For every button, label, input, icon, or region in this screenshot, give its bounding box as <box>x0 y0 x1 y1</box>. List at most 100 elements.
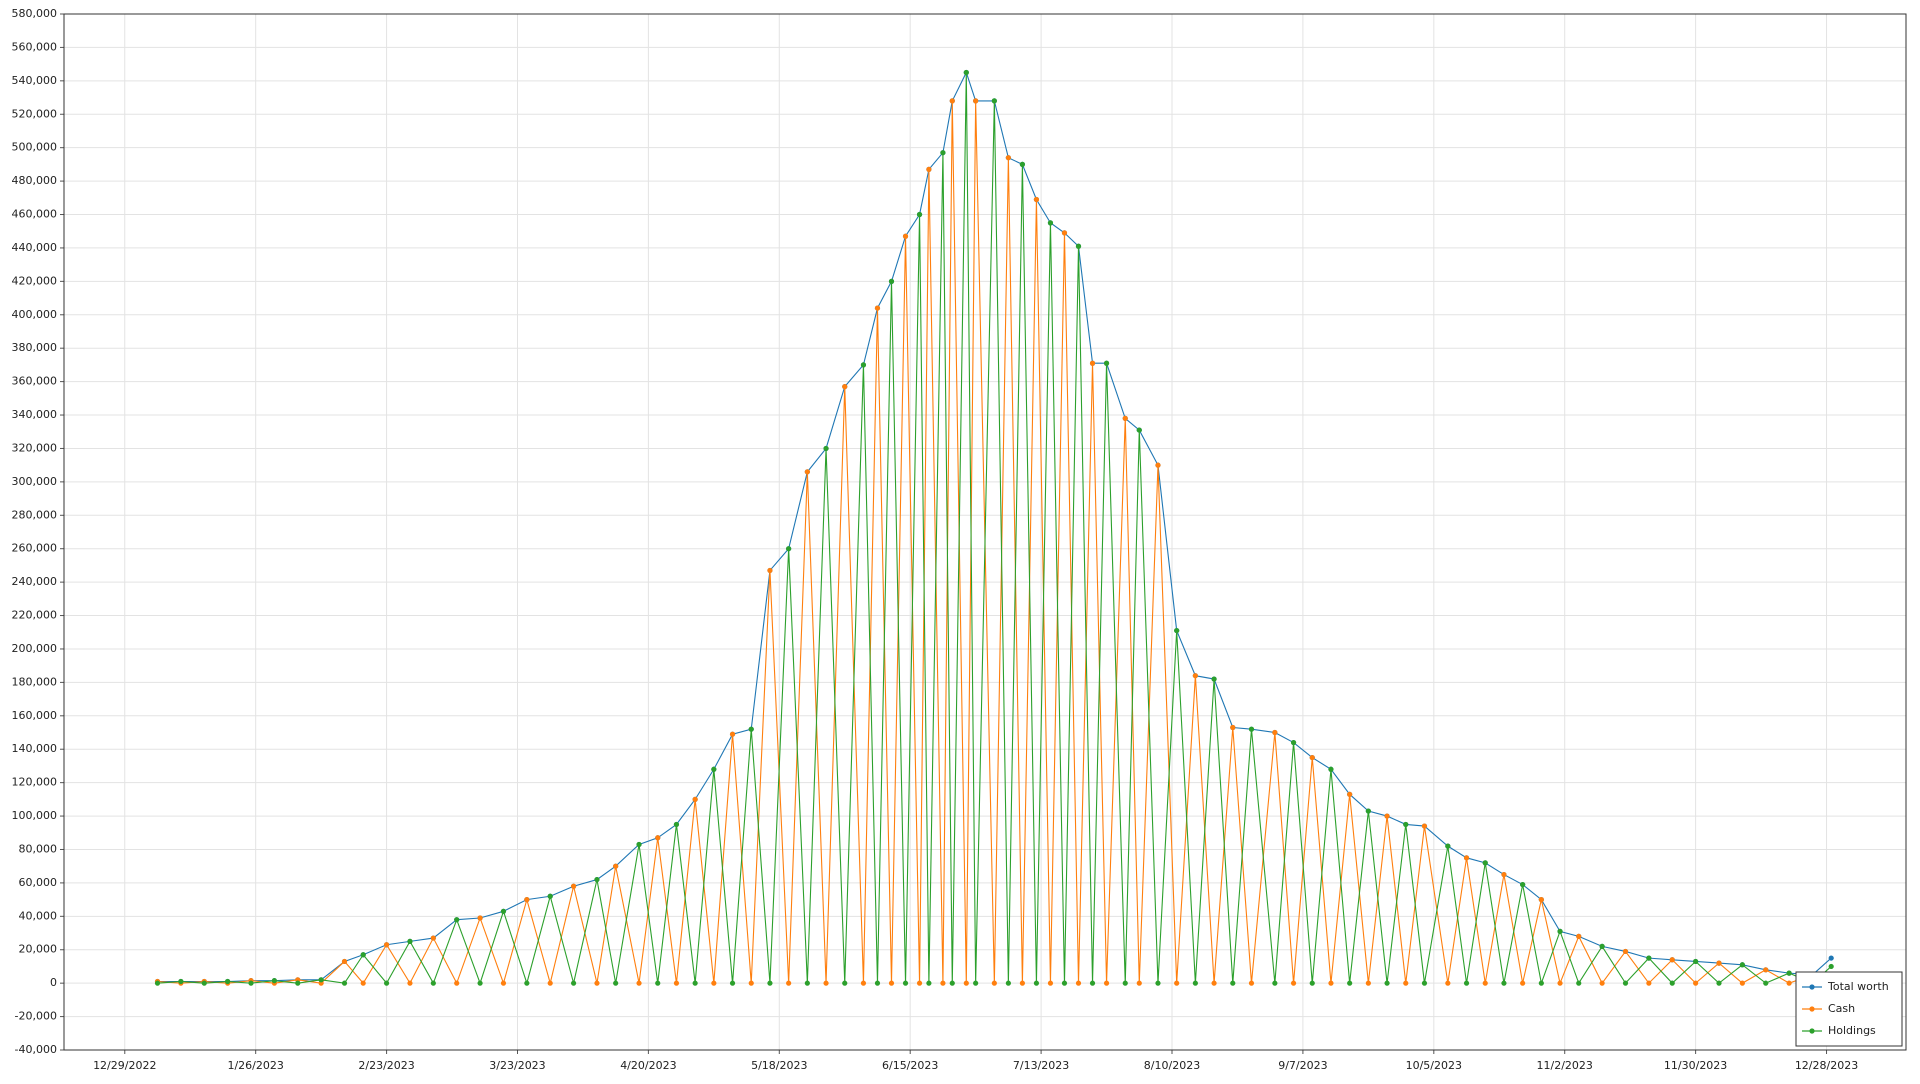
y-tick-label: 80,000 <box>19 842 58 855</box>
data-point <box>1557 980 1563 986</box>
data-point <box>949 980 955 986</box>
data-point <box>1136 427 1142 433</box>
data-point <box>973 98 979 104</box>
data-point <box>1211 980 1217 986</box>
data-point <box>1272 980 1278 986</box>
data-point <box>1047 220 1054 226</box>
data-point <box>1089 980 1096 986</box>
legend: Total worth Cash Holdings <box>1795 971 1903 1047</box>
data-point <box>902 233 909 239</box>
data-point <box>1347 791 1353 797</box>
y-tick-label: -40,000 <box>15 1043 57 1056</box>
data-point <box>1763 967 1769 973</box>
data-point <box>201 980 207 986</box>
y-tick-label: 220,000 <box>12 609 58 622</box>
data-point <box>940 980 946 986</box>
legend-marker <box>1809 984 1815 990</box>
legend-marker <box>1809 1006 1815 1012</box>
data-point <box>613 980 619 986</box>
data-point <box>860 362 867 368</box>
data-point <box>1538 897 1544 903</box>
data-point <box>1384 980 1390 986</box>
data-point <box>1290 739 1297 746</box>
data-point <box>1669 980 1675 986</box>
data-point <box>1520 980 1526 986</box>
data-point <box>636 980 642 986</box>
data-point <box>1693 980 1699 986</box>
data-point <box>1328 766 1334 772</box>
data-point <box>874 305 881 311</box>
data-point <box>1828 955 1834 961</box>
data-point <box>1192 673 1198 679</box>
data-point <box>973 980 979 986</box>
data-point <box>1122 980 1128 986</box>
data-point <box>178 978 184 985</box>
data-point <box>1075 243 1082 249</box>
data-point <box>1482 860 1488 866</box>
data-point <box>500 908 507 914</box>
y-tick-label: 120,000 <box>12 776 58 789</box>
data-point <box>1019 980 1026 986</box>
data-point <box>729 731 736 737</box>
data-point <box>636 841 642 848</box>
data-point <box>1174 980 1180 986</box>
x-tick-label: 8/10/2023 <box>1144 1059 1200 1072</box>
data-point <box>1739 962 1745 968</box>
data-point <box>926 166 932 172</box>
data-point <box>786 980 792 986</box>
y-tick-label: 100,000 <box>12 809 58 822</box>
data-point <box>295 980 301 986</box>
data-point <box>804 469 810 475</box>
y-tick-label: 0 <box>50 976 57 989</box>
data-point <box>1445 843 1451 849</box>
data-point <box>1365 980 1371 986</box>
data-point <box>1599 980 1605 986</box>
data-point <box>248 980 254 986</box>
x-tick-label: 11/2/2023 <box>1537 1059 1593 1072</box>
x-tick-label: 11/30/2023 <box>1664 1059 1727 1072</box>
data-point <box>430 935 436 941</box>
x-tick-label: 7/13/2023 <box>1013 1059 1069 1072</box>
data-point <box>963 69 969 76</box>
data-point <box>673 821 680 828</box>
data-point <box>341 958 348 965</box>
data-point <box>1646 980 1652 986</box>
y-tick-label: 540,000 <box>12 74 58 87</box>
data-point <box>1646 955 1652 961</box>
data-point <box>888 980 895 986</box>
data-point <box>360 980 366 986</box>
data-point <box>963 980 969 986</box>
data-point <box>1230 724 1236 731</box>
x-tick-label: 4/20/2023 <box>620 1059 676 1072</box>
data-point <box>874 980 881 986</box>
data-point <box>711 766 717 772</box>
y-tick-label: 240,000 <box>12 575 58 588</box>
data-point <box>318 977 324 983</box>
data-point <box>1463 855 1470 861</box>
data-point <box>1716 980 1722 986</box>
x-tick-label: 3/23/2023 <box>489 1059 545 1072</box>
data-point <box>1272 729 1278 736</box>
data-point <box>655 980 661 986</box>
data-point <box>1019 161 1026 167</box>
data-point <box>477 980 483 986</box>
data-point <box>1005 155 1011 161</box>
data-point <box>1061 230 1068 236</box>
data-point <box>613 863 619 869</box>
data-point <box>1384 813 1390 819</box>
x-tick-label: 5/18/2023 <box>751 1059 807 1072</box>
data-point <box>1033 196 1040 203</box>
data-point <box>823 980 829 986</box>
data-point <box>1445 980 1451 986</box>
legend-label: Total worth <box>1827 980 1889 993</box>
data-point <box>804 980 810 986</box>
y-tick-label: 160,000 <box>12 709 58 722</box>
data-point <box>1403 821 1409 828</box>
data-point <box>407 980 413 986</box>
data-point <box>154 980 161 986</box>
data-point <box>1463 980 1470 986</box>
data-point <box>1622 948 1629 955</box>
y-tick-label: 20,000 <box>19 943 58 956</box>
